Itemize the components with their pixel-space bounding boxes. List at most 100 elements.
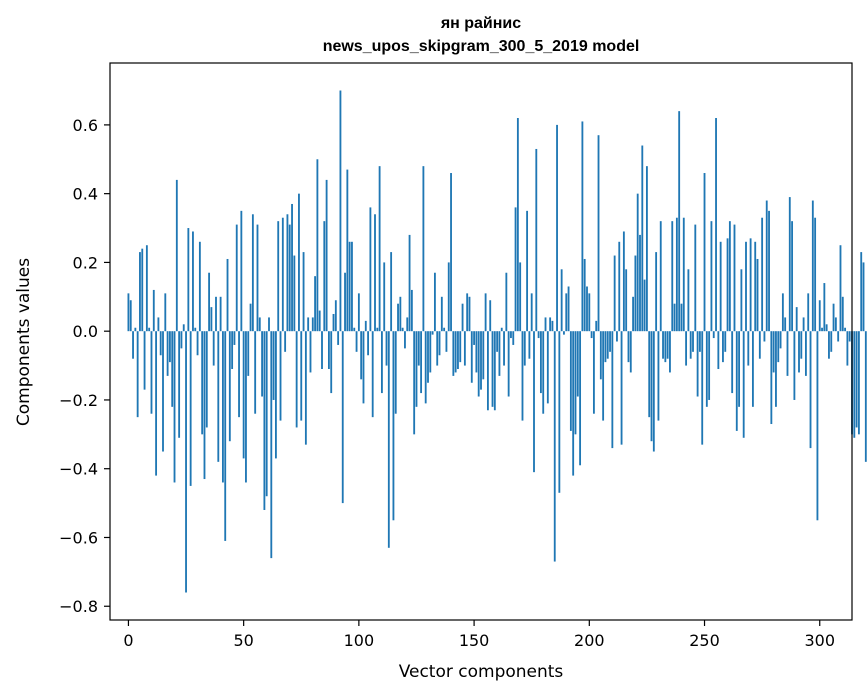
bar [599,331,602,380]
bar [413,331,416,435]
bar [376,327,379,332]
bar [680,303,683,332]
bar [445,331,448,352]
bar [853,331,856,438]
bar [705,331,708,407]
bar [862,262,865,332]
bar [410,289,413,332]
bar [466,293,469,332]
bar [346,169,349,332]
bar [602,331,605,421]
bar [447,262,450,332]
bar [486,331,489,411]
bar [770,331,773,425]
bar [733,224,736,332]
bar [503,331,505,366]
bar [148,327,151,332]
bar [477,331,480,397]
bar [139,252,141,332]
bar [192,231,194,332]
bar [468,296,471,332]
bar [480,331,482,390]
bar [636,193,639,332]
bar [804,331,807,376]
bar [740,269,743,332]
x-tick-label: 250 [689,631,720,650]
bar [263,331,266,510]
bar [581,121,584,332]
bar [226,258,229,332]
bar [673,303,676,332]
bar [609,331,611,352]
bar [415,331,418,407]
bar [323,221,326,332]
bar [519,262,522,332]
bar [726,238,729,332]
bar [620,331,623,445]
bar [537,331,540,339]
x-tick-label: 50 [233,631,253,650]
bar [696,331,699,397]
bar [309,331,312,373]
bar [208,272,211,332]
bar [618,241,621,332]
y-tick-label: −0.2 [59,391,98,410]
bar [530,293,533,332]
bar [286,214,289,332]
bar [433,272,436,332]
bar [572,331,575,476]
bar [848,331,851,342]
bar [807,293,810,332]
bar [652,331,655,452]
bar [392,331,395,521]
x-tick-label: 0 [123,631,133,650]
bar [473,331,476,345]
bar [141,248,144,332]
bar [143,331,146,390]
bar [844,327,847,332]
bar [383,262,386,332]
bar [814,217,817,332]
bar [825,324,828,332]
bar [256,224,259,332]
bar [546,331,549,404]
bar [512,331,515,345]
bar [295,331,298,428]
bar [249,303,252,332]
bar [180,331,183,349]
bar [641,145,644,332]
bar [277,221,280,332]
bar [622,231,625,332]
bar [385,331,388,366]
bar [399,296,402,332]
bar [616,331,618,342]
bar [440,296,443,332]
y-tick-label: 0.6 [73,116,98,135]
bar [832,303,835,332]
bar [650,331,653,442]
bar [344,272,346,332]
bar [238,331,240,418]
bar [496,331,499,352]
bar [574,331,577,435]
bar [293,255,296,332]
x-tick-label: 300 [804,631,835,650]
bar [404,331,406,349]
bar [330,331,333,394]
bar [632,296,635,332]
bar [779,331,782,349]
bar [378,166,381,332]
y-tick-label: 0.2 [73,253,98,272]
bar [247,331,250,376]
bar [452,331,455,376]
bar [586,286,588,332]
bar [742,331,745,438]
bar [420,331,423,394]
bar [556,124,558,332]
bar [364,320,367,332]
bar [795,307,798,332]
y-axis-label: Components values [14,258,34,426]
bar [719,241,722,332]
bar [678,111,681,332]
